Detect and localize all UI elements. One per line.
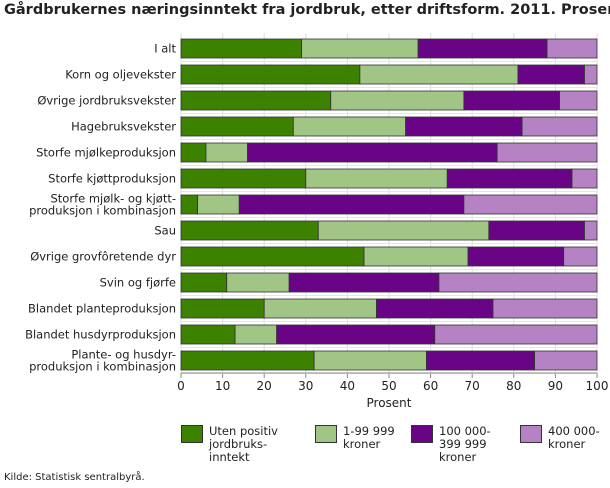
bar-segment xyxy=(226,272,290,293)
x-tick-label: 50 xyxy=(381,379,396,393)
x-tick-label: 40 xyxy=(340,379,355,393)
category-label: Hagebruksvekster xyxy=(71,120,176,134)
category-label: Storfe kjøttproduksjon xyxy=(48,172,176,186)
bar-segment xyxy=(446,168,573,189)
category-label: Blandet husdyrproduksjon xyxy=(25,328,176,342)
x-tick-label: 30 xyxy=(298,379,313,393)
bar-segment xyxy=(180,90,332,111)
bar-segment xyxy=(247,142,498,163)
x-tick-label: 80 xyxy=(506,379,521,393)
bar-segment xyxy=(180,246,365,267)
bar-segment xyxy=(534,350,598,371)
legend-item: 400 000- kroner xyxy=(520,425,600,451)
bar-segment xyxy=(438,272,598,293)
bar-segment xyxy=(359,64,519,85)
category-label: produksjon i kombinasjon xyxy=(29,204,176,218)
bar-segment xyxy=(180,194,199,215)
legend-item: 1-99 999 kroner xyxy=(315,425,395,451)
legend-swatch xyxy=(411,425,433,443)
category-label: Blandet planteproduksjon xyxy=(28,302,176,316)
bar-segment xyxy=(180,142,207,163)
bar-segment xyxy=(488,220,585,241)
x-tick-label: 20 xyxy=(257,379,272,393)
bar-segment xyxy=(546,38,598,59)
bar-segment xyxy=(463,90,560,111)
bar-segment xyxy=(180,220,319,241)
x-tick-label: 90 xyxy=(548,379,563,393)
bar-segment xyxy=(376,298,494,319)
legend-label: 100 000- 399 999 kroner xyxy=(439,424,491,464)
category-label: Øvrige jordbruksvekster xyxy=(37,94,176,108)
bar-segment xyxy=(584,64,598,85)
bar-segment xyxy=(238,194,465,215)
bar-segment xyxy=(313,350,427,371)
chart-title: Gårdbrukernes næringsinntekt fra jordbru… xyxy=(4,2,610,18)
bar-segment xyxy=(521,116,598,137)
x-tick-label: 10 xyxy=(215,379,230,393)
bar-segment xyxy=(180,38,303,59)
legend-label: Uten positiv jordbruks-inntekt xyxy=(209,424,278,464)
x-tick-label: 70 xyxy=(465,379,480,393)
bar-segment xyxy=(363,246,469,267)
bar-segment xyxy=(463,194,598,215)
bar-segment xyxy=(276,324,436,345)
bar-segment xyxy=(197,194,240,215)
category-label: Øvrige grovfôretende dyr xyxy=(30,250,176,264)
bar-segment xyxy=(571,168,598,189)
category-label: produksjon i kombinasjon xyxy=(29,360,176,374)
legend-label: 1-99 999 kroner xyxy=(343,424,395,451)
legend-swatch xyxy=(315,425,337,443)
legend-swatch xyxy=(520,425,542,443)
bar-segment xyxy=(317,220,490,241)
bar-segment xyxy=(492,298,598,319)
bar-segment xyxy=(180,298,265,319)
bar-segment xyxy=(263,298,377,319)
bar-segment xyxy=(417,38,548,59)
category-label: Korn og oljevekster xyxy=(65,68,176,82)
legend-swatch xyxy=(181,425,203,443)
bar-segment xyxy=(330,90,465,111)
bar-segment xyxy=(205,142,248,163)
bar-segment xyxy=(180,116,294,137)
category-label: I alt xyxy=(154,42,176,56)
legend-label: 400 000- kroner xyxy=(548,424,600,451)
bar-segment xyxy=(180,168,307,189)
bar-segment xyxy=(180,324,236,345)
bar-segment xyxy=(584,220,598,241)
bar-segment xyxy=(426,350,536,371)
bar-chart: 0 10 20 30 40 50 60 70 80 90 100 I alt Korn og oljev… xyxy=(25,33,609,410)
bar-segment xyxy=(234,324,278,345)
category-label: Storfe mjølk- og kjøtt- xyxy=(51,192,177,206)
category-label: Storfe mjølkeproduksjon xyxy=(36,146,176,160)
bar-segment xyxy=(467,246,565,267)
x-tick-label: 100 xyxy=(586,379,609,393)
bar-segment xyxy=(563,246,598,267)
x-tick-label: 60 xyxy=(423,379,438,393)
bar-segment xyxy=(405,116,523,137)
category-label: Plante- og husdyr- xyxy=(71,348,176,362)
bar-segment xyxy=(305,168,448,189)
category-label: Svin og fjørfe xyxy=(100,276,176,290)
bar-segment xyxy=(301,38,419,59)
legend-item: Uten positiv jordbruks-inntekt xyxy=(181,425,278,464)
bar-segment xyxy=(292,116,407,137)
bar-segment xyxy=(180,272,228,293)
bar-segment xyxy=(496,142,598,163)
bar-segment xyxy=(288,272,440,293)
bar-segment xyxy=(559,90,598,111)
x-axis-label: Prosent xyxy=(367,396,412,410)
x-tick-label: 0 xyxy=(177,379,185,393)
bar-segment xyxy=(180,64,361,85)
category-label: Sau xyxy=(154,224,176,238)
source-note: Kilde: Statistisk sentralbyrå. xyxy=(4,472,145,483)
bar-segment xyxy=(517,64,585,85)
legend-item: 100 000- 399 999 kroner xyxy=(411,425,491,464)
bar-segment xyxy=(434,324,598,345)
bar-segment xyxy=(180,350,315,371)
